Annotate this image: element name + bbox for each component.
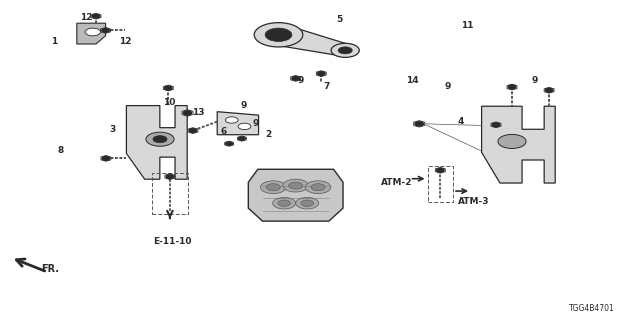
Polygon shape: [482, 106, 556, 183]
Circle shape: [164, 86, 172, 90]
Text: 3: 3: [109, 125, 115, 134]
Circle shape: [283, 179, 308, 192]
Text: 8: 8: [58, 146, 64, 155]
Circle shape: [189, 129, 196, 132]
Circle shape: [545, 88, 553, 92]
Circle shape: [183, 111, 192, 115]
Polygon shape: [248, 169, 343, 221]
Circle shape: [492, 123, 500, 127]
Polygon shape: [270, 25, 350, 56]
Text: E-11-10: E-11-10: [154, 237, 192, 246]
Text: 4: 4: [458, 117, 464, 126]
Circle shape: [102, 28, 109, 32]
Text: 7: 7: [323, 82, 330, 91]
Circle shape: [265, 28, 292, 42]
Circle shape: [508, 85, 516, 89]
Text: 9: 9: [253, 119, 259, 128]
Circle shape: [260, 181, 286, 194]
Bar: [428, 166, 453, 202]
Circle shape: [331, 43, 359, 57]
Text: 2: 2: [266, 130, 272, 139]
Circle shape: [92, 14, 100, 18]
Circle shape: [436, 168, 444, 172]
Bar: [152, 173, 188, 214]
Circle shape: [498, 134, 526, 148]
Circle shape: [85, 28, 100, 36]
Text: ATM-3: ATM-3: [458, 197, 490, 206]
Text: 9: 9: [531, 76, 538, 84]
Circle shape: [296, 197, 319, 209]
Polygon shape: [77, 23, 106, 44]
Circle shape: [301, 200, 314, 206]
Circle shape: [238, 123, 251, 130]
Text: 6: 6: [221, 127, 227, 136]
Text: ATM-2: ATM-2: [381, 178, 413, 187]
Polygon shape: [217, 112, 259, 135]
Circle shape: [338, 47, 352, 54]
Circle shape: [292, 76, 300, 80]
Circle shape: [102, 156, 109, 160]
Circle shape: [254, 23, 303, 47]
Text: FR.: FR.: [42, 264, 60, 274]
Circle shape: [226, 142, 232, 145]
Circle shape: [317, 72, 325, 76]
Text: TGG4B4701: TGG4B4701: [569, 304, 614, 313]
Text: 9: 9: [298, 76, 304, 84]
Circle shape: [289, 182, 303, 189]
Text: 9: 9: [445, 82, 451, 91]
Circle shape: [278, 200, 291, 206]
Text: 11: 11: [461, 21, 474, 30]
Text: 1: 1: [51, 37, 58, 46]
Circle shape: [305, 181, 331, 194]
Circle shape: [273, 197, 296, 209]
Text: 14: 14: [406, 76, 419, 84]
Text: 9: 9: [240, 101, 246, 110]
Circle shape: [166, 175, 173, 179]
Circle shape: [225, 117, 238, 123]
Circle shape: [153, 136, 167, 143]
Circle shape: [266, 184, 280, 191]
Text: 13: 13: [192, 108, 205, 116]
Text: 12: 12: [80, 13, 93, 22]
Text: 5: 5: [336, 15, 342, 24]
Circle shape: [146, 132, 174, 146]
Circle shape: [415, 122, 424, 126]
Polygon shape: [127, 106, 187, 179]
Text: 10: 10: [163, 98, 176, 107]
Text: 12: 12: [118, 37, 131, 46]
Circle shape: [239, 137, 245, 140]
Circle shape: [311, 184, 325, 191]
